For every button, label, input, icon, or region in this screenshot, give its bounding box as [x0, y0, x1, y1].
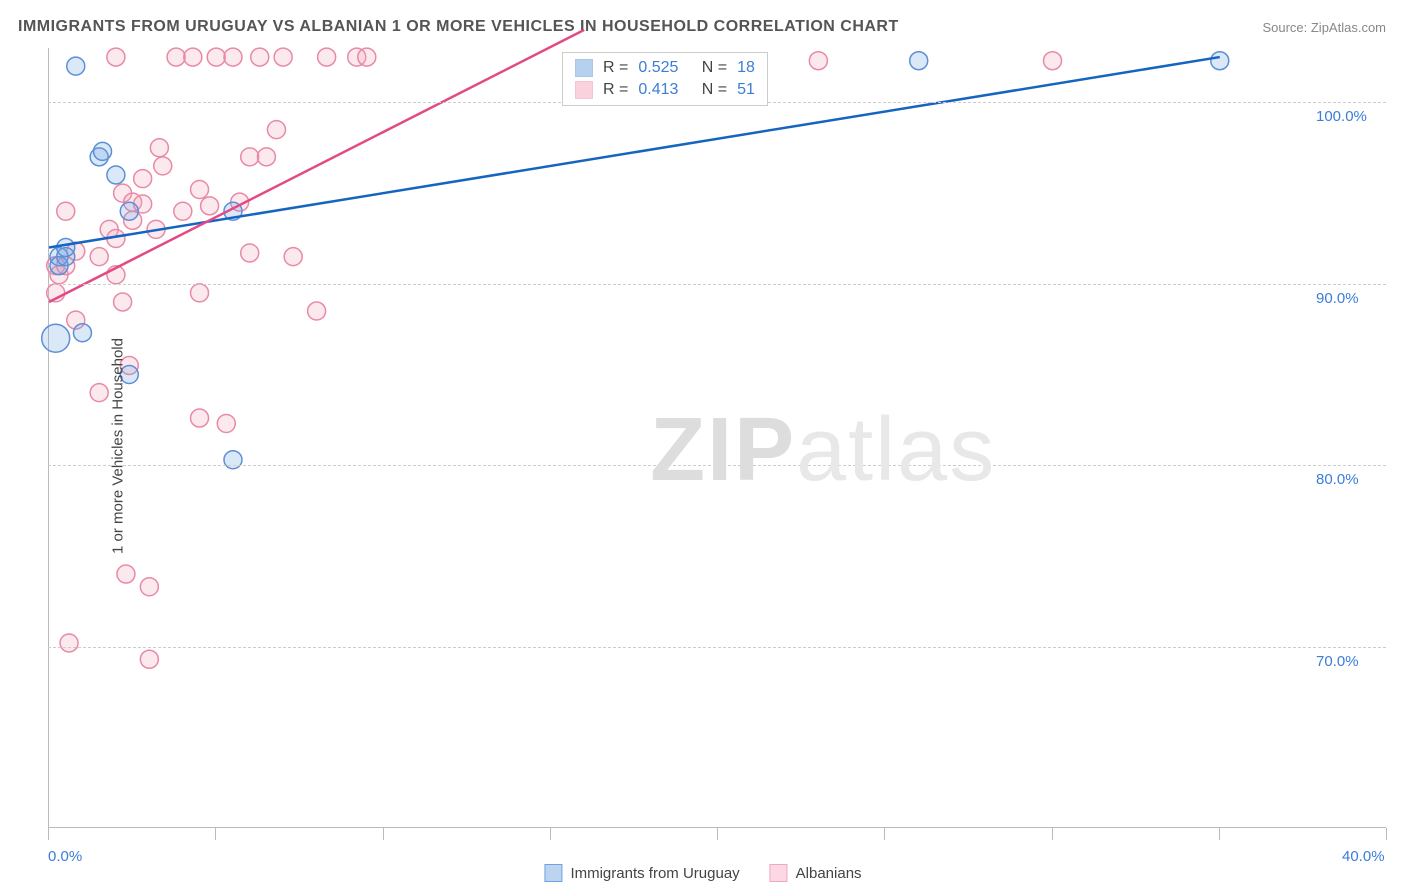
x-tick-mark [1386, 828, 1387, 840]
data-point [184, 48, 202, 66]
data-point [1044, 52, 1062, 70]
data-point [191, 284, 209, 302]
legend-item: Albanians [770, 864, 862, 882]
y-tick-label: 70.0% [1316, 653, 1359, 670]
legend-item: Immigrants from Uruguay [544, 864, 739, 882]
data-point [267, 121, 285, 139]
x-tick-label: 0.0% [48, 848, 82, 865]
x-tick-mark [383, 828, 384, 840]
x-tick-mark [215, 828, 216, 840]
y-axis-label: 1 or more Vehicles in Household [109, 338, 126, 554]
data-point [241, 148, 259, 166]
data-point [308, 302, 326, 320]
x-tick-label: 40.0% [1342, 848, 1385, 865]
x-tick-mark [717, 828, 718, 840]
data-point [251, 48, 269, 66]
r-value: 0.413 [638, 81, 678, 99]
legend-label: Albanians [796, 865, 862, 882]
data-point [90, 384, 108, 402]
x-tick-mark [884, 828, 885, 840]
r-value: 0.525 [638, 59, 678, 77]
data-point [120, 202, 138, 220]
data-point [114, 293, 132, 311]
x-tick-mark [48, 828, 49, 840]
legend-swatch [770, 864, 788, 882]
y-tick-label: 90.0% [1316, 290, 1359, 307]
data-point [73, 324, 91, 342]
x-tick-mark [1052, 828, 1053, 840]
gridline [48, 284, 1386, 285]
data-point [94, 142, 112, 160]
data-point [57, 202, 75, 220]
plot-area [48, 48, 1386, 828]
correlation-stat-box: R = 0.525 N = 18R = 0.413 N = 51 [562, 52, 768, 106]
data-point [809, 52, 827, 70]
data-point [117, 565, 135, 583]
data-point [207, 48, 225, 66]
data-point [107, 48, 125, 66]
scatter-chart-svg [49, 48, 1386, 827]
data-point [191, 180, 209, 198]
n-label: N = [688, 81, 727, 99]
data-point [274, 48, 292, 66]
data-point [140, 650, 158, 668]
data-point [42, 324, 70, 352]
legend-swatch [544, 864, 562, 882]
gridline [48, 465, 1386, 466]
y-tick-label: 80.0% [1316, 471, 1359, 488]
data-point [134, 170, 152, 188]
y-tick-label: 100.0% [1316, 108, 1367, 125]
n-value: 18 [737, 59, 755, 77]
data-point [57, 239, 75, 257]
data-point [224, 48, 242, 66]
data-point [358, 48, 376, 66]
legend-label: Immigrants from Uruguay [570, 865, 739, 882]
r-label: R = [603, 81, 628, 99]
data-point [241, 244, 259, 262]
series-swatch [575, 59, 593, 77]
data-point [90, 248, 108, 266]
data-point [318, 48, 336, 66]
data-point [150, 139, 168, 157]
data-point [201, 197, 219, 215]
data-point [257, 148, 275, 166]
data-point [910, 52, 928, 70]
source-attribution: Source: ZipAtlas.com [1262, 20, 1386, 35]
data-point [191, 409, 209, 427]
data-point [154, 157, 172, 175]
stat-row: R = 0.525 N = 18 [575, 59, 755, 77]
n-label: N = [688, 59, 727, 77]
trend-line [49, 30, 584, 302]
data-point [67, 57, 85, 75]
legend-bottom: Immigrants from Uruguay Albanians [544, 864, 861, 882]
data-point [1211, 52, 1229, 70]
r-label: R = [603, 59, 628, 77]
x-tick-mark [550, 828, 551, 840]
data-point [140, 578, 158, 596]
series-swatch [575, 81, 593, 99]
data-point [167, 48, 185, 66]
data-point [60, 634, 78, 652]
data-point [217, 414, 235, 432]
chart-title: IMMIGRANTS FROM URUGUAY VS ALBANIAN 1 OR… [18, 18, 899, 36]
data-point [107, 166, 125, 184]
data-point [174, 202, 192, 220]
x-tick-mark [1219, 828, 1220, 840]
data-point [284, 248, 302, 266]
stat-row: R = 0.413 N = 51 [575, 81, 755, 99]
gridline [48, 647, 1386, 648]
n-value: 51 [737, 81, 755, 99]
